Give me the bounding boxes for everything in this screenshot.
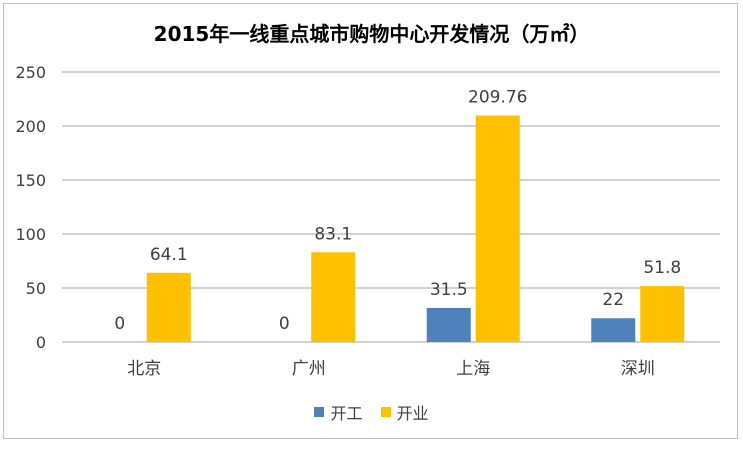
x-category-label: 北京	[127, 359, 161, 379]
y-tick-label: 250	[15, 63, 46, 82]
legend-item-open: 开业	[380, 400, 429, 424]
legend-label-start: 开工	[330, 404, 363, 423]
legend-swatch-start	[314, 407, 325, 417]
legend: 开工 开业	[0, 400, 743, 424]
y-tick-label: 0	[36, 333, 46, 352]
y-tick-label: 100	[15, 225, 46, 244]
bar	[311, 252, 356, 342]
x-category-label: 广州	[292, 359, 326, 379]
data-label: 0	[279, 314, 290, 334]
data-label: 51.8	[643, 258, 681, 278]
x-category-label: 深圳	[621, 359, 655, 379]
data-label: 209.76	[468, 87, 527, 107]
y-tick-label: 200	[15, 117, 46, 136]
bar	[475, 115, 520, 342]
chart-title: 2015年一线重点城市购物中心开发情况（万㎡）	[153, 22, 590, 46]
legend-swatch-open	[380, 407, 391, 417]
legend-item-start: 开工	[314, 400, 363, 424]
data-label: 64.1	[150, 245, 188, 265]
bar	[640, 286, 685, 342]
data-label: 0	[114, 314, 125, 334]
y-tick-label: 150	[15, 171, 46, 190]
x-category-label: 上海	[456, 359, 490, 379]
data-label: 31.5	[430, 280, 468, 300]
bar	[591, 318, 636, 342]
data-label: 83.1	[314, 224, 352, 244]
data-label: 22	[602, 290, 624, 310]
bar	[426, 307, 471, 342]
bar	[146, 272, 191, 342]
chart-frame	[3, 3, 738, 439]
legend-label-open: 开业	[396, 404, 429, 423]
y-tick-label: 50	[26, 279, 46, 298]
